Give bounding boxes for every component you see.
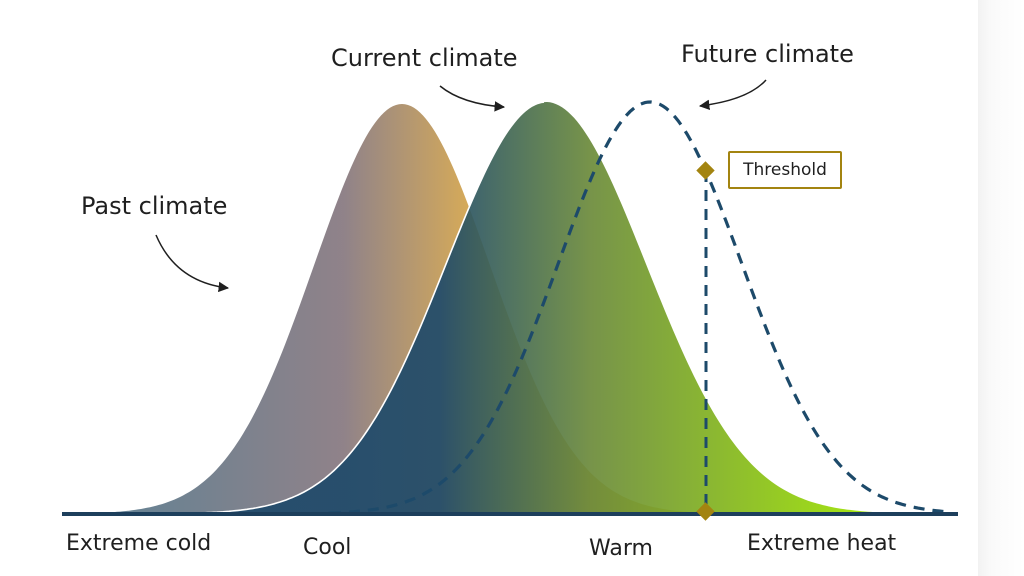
axis-label-cool: Cool [303,535,352,560]
current-climate-arrow [439,85,506,112]
past-climate-label: Past climate [81,192,228,220]
future-climate-label: Future climate [681,40,854,68]
current-climate-label: Current climate [331,44,518,72]
threshold-label-box: Threshold [728,151,842,189]
axis-label-warm: Warm [589,536,653,561]
threshold-marker-top [696,161,715,180]
threshold-marker-bottom [696,502,715,521]
past-climate-arrow [155,234,230,293]
current-climate-curve [190,102,898,514]
current-climate-edge [189,101,545,515]
page-edge-shadow [978,0,1024,576]
threshold-label: Threshold [743,160,827,180]
future-climate-curve [328,100,949,515]
axis-label-extreme-cold: Extreme cold [66,531,212,556]
axis-label-extreme-heat: Extreme heat [747,531,897,556]
future-climate-arrow [698,79,767,111]
